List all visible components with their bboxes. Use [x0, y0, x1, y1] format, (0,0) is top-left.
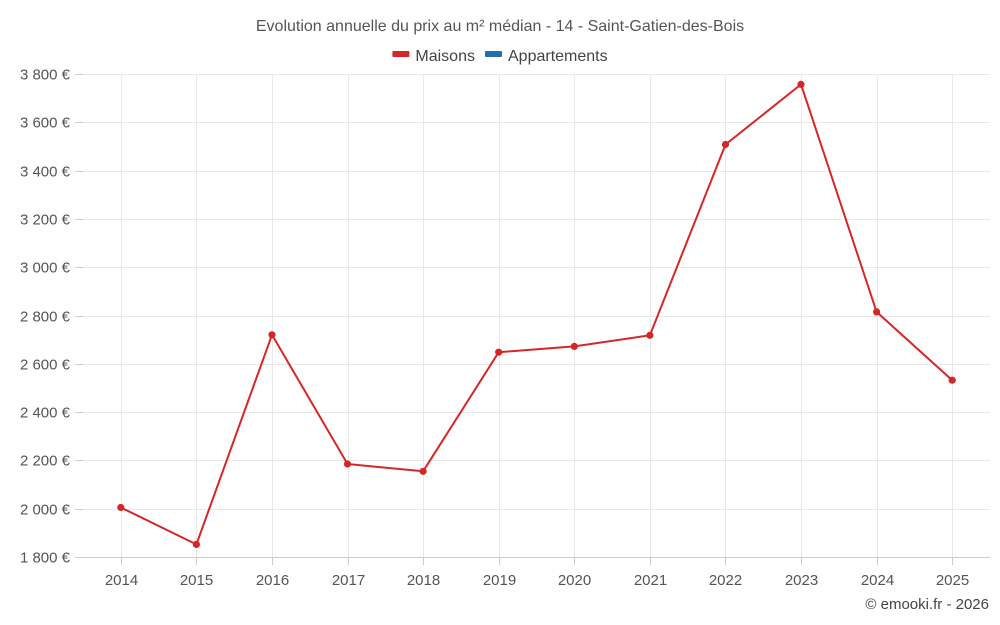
- data-point-2018[interactable]: [419, 467, 427, 475]
- y-tick-label: 1 800 €: [20, 550, 71, 567]
- series-layer: [117, 80, 956, 549]
- y-tick-label: 2 000 €: [20, 502, 71, 519]
- x-tick-label: 2015: [180, 572, 213, 589]
- x-tick-label: 2018: [407, 572, 440, 589]
- legend-swatch: [485, 51, 502, 57]
- legend-label: Maisons: [415, 48, 475, 65]
- grid: [83, 74, 990, 558]
- y-tick-label: 3 400 €: [20, 164, 71, 181]
- data-point-2017[interactable]: [343, 460, 352, 468]
- data-point-2025[interactable]: [948, 376, 956, 384]
- legend-swatch: [392, 51, 410, 57]
- data-point-2021[interactable]: [646, 331, 654, 339]
- y-tick-label: 3 200 €: [20, 212, 71, 229]
- data-point-2024[interactable]: [873, 308, 881, 316]
- series-line-maisons: [120, 83, 953, 546]
- y-tick-label: 2 200 €: [20, 453, 71, 470]
- legend-label: Appartements: [508, 48, 608, 65]
- x-tick-label: 2021: [634, 572, 667, 589]
- x-tick-label: 2024: [861, 572, 894, 589]
- x-tick-label: 2022: [709, 572, 742, 589]
- y-tick-label: 2 600 €: [20, 357, 71, 374]
- data-point-2019[interactable]: [495, 348, 503, 356]
- data-point-2016[interactable]: [268, 331, 276, 339]
- y-tick-label: 3 600 €: [20, 115, 71, 132]
- data-point-2020[interactable]: [570, 342, 578, 350]
- y-tick-label: 2 800 €: [20, 309, 71, 326]
- x-tick-label: 2014: [105, 572, 138, 589]
- data-point-2014[interactable]: [117, 503, 125, 512]
- x-tick-label: 2020: [558, 572, 591, 589]
- data-point-2022[interactable]: [721, 140, 730, 149]
- x-tick-label: 2017: [332, 572, 365, 589]
- x-tick-label: 2019: [483, 572, 516, 589]
- x-tick-label: 2016: [256, 572, 289, 589]
- chart-title: Evolution annuelle du prix au m² médian …: [256, 18, 744, 35]
- y-tick-label: 2 400 €: [20, 405, 71, 422]
- credit-text: © emooki.fr - 2026: [865, 596, 989, 613]
- y-tick-label: 3 800 €: [20, 67, 71, 84]
- x-tick-label: 2023: [785, 572, 818, 589]
- y-tick-label: 3 000 €: [20, 260, 71, 277]
- legend: Maisons Appartements: [392, 48, 608, 65]
- data-point-2015[interactable]: [192, 540, 200, 549]
- axes: 1 800 € 2 000 € 2 200 € 2 400 € 2 600 € 2 800…: [20, 67, 990, 589]
- legend-item-appartements[interactable]: Appartements: [485, 48, 608, 65]
- legend-item-maisons[interactable]: Maisons: [392, 48, 475, 65]
- x-tick-label: 2025: [936, 572, 969, 589]
- data-point-2023[interactable]: [797, 80, 805, 88]
